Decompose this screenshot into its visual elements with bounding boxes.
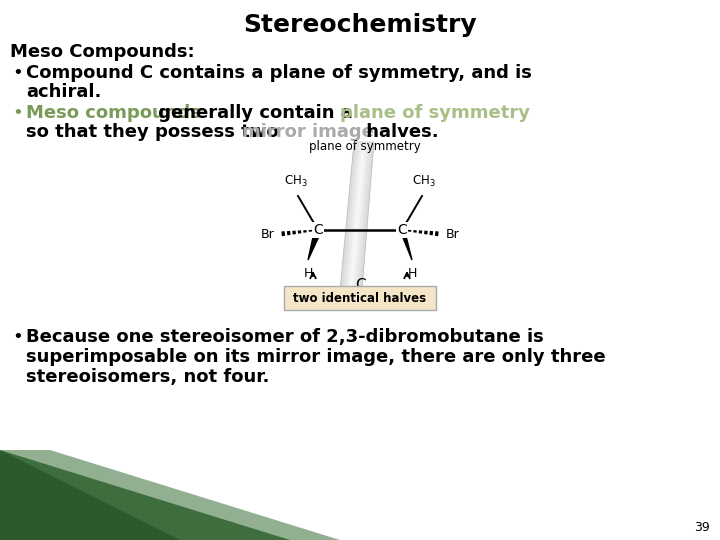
Polygon shape [346, 142, 360, 290]
Polygon shape [354, 142, 367, 290]
Text: plane of symmetry: plane of symmetry [309, 140, 421, 153]
Polygon shape [0, 450, 340, 540]
Polygon shape [358, 142, 371, 290]
Text: Compound C contains a plane of symmetry, and is: Compound C contains a plane of symmetry,… [26, 64, 532, 82]
Text: superimposable on its mirror image, there are only three: superimposable on its mirror image, ther… [26, 348, 606, 366]
Polygon shape [344, 142, 359, 290]
Polygon shape [348, 142, 363, 290]
Text: •: • [12, 328, 23, 346]
Text: •: • [12, 64, 23, 82]
Polygon shape [340, 142, 355, 290]
Polygon shape [343, 142, 357, 290]
Text: C: C [397, 223, 407, 237]
Polygon shape [348, 142, 362, 290]
Polygon shape [399, 228, 412, 260]
Text: •: • [12, 104, 23, 122]
Text: C: C [355, 278, 365, 293]
Text: C: C [313, 223, 323, 237]
Polygon shape [355, 142, 368, 290]
Polygon shape [346, 142, 361, 290]
Polygon shape [343, 142, 358, 290]
Text: generally contain a: generally contain a [152, 104, 359, 122]
Text: 39: 39 [694, 521, 710, 534]
Polygon shape [361, 142, 374, 290]
Polygon shape [351, 142, 364, 290]
Text: stereoisomers, not four.: stereoisomers, not four. [26, 368, 269, 386]
Text: Because one stereoisomer of 2,3-dibromobutane is: Because one stereoisomer of 2,3-dibromob… [26, 328, 544, 346]
Polygon shape [360, 142, 373, 290]
Polygon shape [347, 142, 361, 290]
Polygon shape [345, 142, 359, 290]
Polygon shape [359, 142, 372, 290]
Text: Meso Compounds:: Meso Compounds: [10, 43, 194, 61]
Text: plane of symmetry: plane of symmetry [340, 104, 530, 122]
Text: mirror image: mirror image [242, 123, 374, 141]
Text: so that they possess two: so that they possess two [26, 123, 285, 141]
Text: Br: Br [446, 227, 460, 240]
Polygon shape [354, 142, 366, 290]
Text: halves.: halves. [360, 123, 438, 141]
Polygon shape [356, 142, 369, 290]
Text: $\mathregular{CH_3}$: $\mathregular{CH_3}$ [412, 174, 436, 189]
Polygon shape [353, 142, 366, 290]
Polygon shape [356, 142, 369, 290]
Polygon shape [341, 142, 356, 290]
Polygon shape [359, 142, 372, 290]
Text: Br: Br [260, 227, 274, 240]
Polygon shape [357, 142, 370, 290]
Polygon shape [352, 142, 365, 290]
Polygon shape [0, 450, 290, 540]
Text: H: H [303, 267, 312, 280]
Polygon shape [361, 142, 374, 290]
Polygon shape [341, 142, 356, 290]
Polygon shape [349, 142, 364, 290]
Text: two identical halves: two identical halves [294, 292, 426, 305]
Text: H: H [408, 267, 417, 280]
Text: Stereochemistry: Stereochemistry [243, 13, 477, 37]
Polygon shape [308, 228, 321, 260]
Polygon shape [342, 142, 356, 290]
FancyBboxPatch shape [284, 286, 436, 310]
Text: $\mathregular{CH_3}$: $\mathregular{CH_3}$ [284, 174, 308, 189]
Polygon shape [350, 142, 364, 290]
Text: achiral.: achiral. [26, 83, 102, 101]
Text: Meso compounds: Meso compounds [26, 104, 201, 122]
